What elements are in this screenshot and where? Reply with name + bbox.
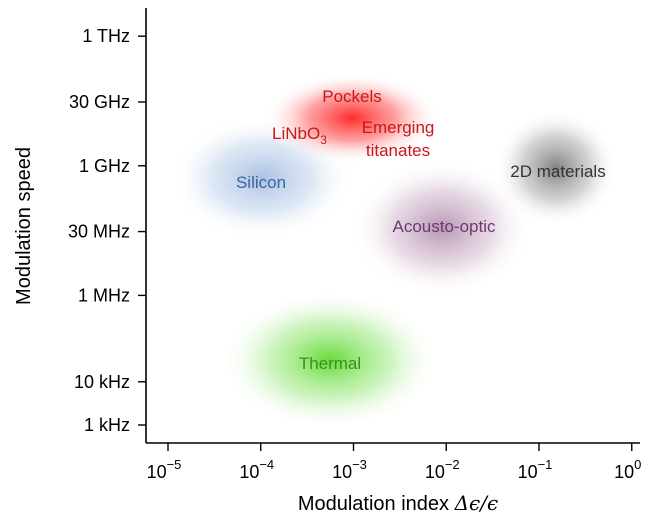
- region-pockels: [264, 73, 440, 163]
- x-tick-label: 100: [614, 457, 641, 482]
- region-acousto-optic: [352, 160, 532, 296]
- y-tick-label: 1 kHz: [84, 415, 130, 435]
- x-tick-label: 10−2: [425, 457, 460, 482]
- label-titanates: titanates: [366, 141, 430, 160]
- x-axis-label-text: Modulation index: [298, 493, 455, 515]
- label-pockels: Pockels: [322, 87, 382, 106]
- label-linbo3-sub: 3: [320, 133, 327, 147]
- label-linbo3: LiNbO3: [272, 124, 327, 147]
- label-silicon: Silicon: [236, 173, 286, 192]
- x-tick-label: 10−3: [332, 457, 367, 482]
- label-2d-materials: 2D materials: [510, 162, 605, 181]
- label-emerging: Emerging: [362, 118, 435, 137]
- label-thermal: Thermal: [299, 354, 361, 373]
- x-axis-label-math: Δϵ/ϵ: [454, 491, 499, 515]
- y-tick-label: 1 GHz: [79, 156, 130, 176]
- y-tick-label: 30 MHz: [68, 222, 130, 242]
- y-tick-label: 1 THz: [82, 26, 130, 46]
- label-acousto-optic: Acousto-optic: [393, 217, 496, 236]
- x-ticks: 10−5 10−4 10−3 10−2 10−1 100: [147, 443, 641, 482]
- x-tick-label: 10−5: [147, 457, 182, 482]
- y-tick-label: 30 GHz: [69, 92, 130, 112]
- y-ticks: 1 kHz 10 kHz 1 MHz 30 MHz 1 GHz 30 GHz 1 THz: [68, 26, 146, 435]
- region-thermal: [220, 290, 440, 430]
- x-tick-label: 10−1: [518, 457, 553, 482]
- label-linbo3-base: LiNbO: [272, 124, 320, 143]
- regions: [170, 73, 618, 430]
- x-tick-label: 10−4: [239, 457, 274, 482]
- x-axis-label: Modulation index Δϵ/ϵ: [298, 491, 498, 515]
- region-2d-materials: [494, 110, 618, 226]
- y-tick-label: 10 kHz: [74, 372, 130, 392]
- y-tick-label: 1 MHz: [78, 285, 130, 305]
- y-axis-label: Modulation speed: [13, 147, 35, 305]
